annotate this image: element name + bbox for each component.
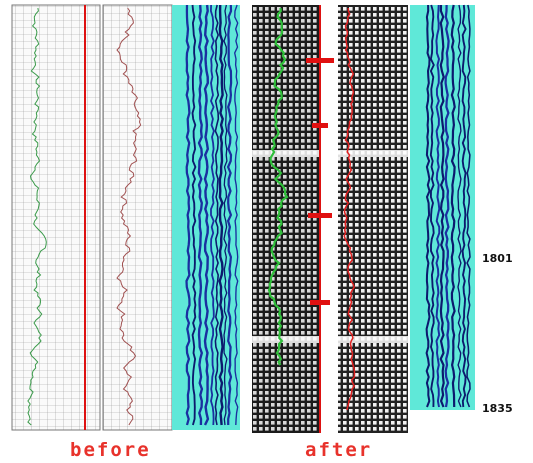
seismic-stripe: [185, 4, 191, 426]
after-track-1: [252, 5, 320, 433]
seismic-stripe: [444, 4, 450, 408]
log-curve: [267, 7, 289, 366]
before-track-2: [102, 4, 173, 431]
after-band: [252, 336, 408, 343]
seismic-stripe: [209, 4, 215, 426]
seismic-stripe: [218, 4, 224, 426]
seismic-stripe: [191, 4, 197, 426]
log-curve: [116, 7, 142, 426]
seismic-stripe: [429, 4, 435, 408]
caption-before: before: [70, 439, 151, 461]
seismic-stripe: [203, 4, 210, 426]
seismic-stripe: [450, 4, 456, 408]
seismic-stripe: [223, 4, 228, 426]
seismic-stripe: [226, 4, 233, 425]
spike: [306, 58, 334, 63]
depth-label: 1801: [482, 252, 513, 265]
caption-after: after: [305, 439, 372, 461]
spike: [310, 300, 330, 305]
after-track-2: [338, 5, 408, 433]
seismic-stripe: [461, 4, 467, 408]
seismic-stripe: [233, 4, 239, 426]
spike: [312, 123, 328, 128]
seismic-stripe: [466, 4, 471, 408]
seismic-stripe: [214, 4, 220, 426]
spike: [308, 213, 332, 218]
before-track-1: [11, 4, 101, 431]
seismic-stripe: [197, 4, 204, 426]
log-curve: [343, 7, 356, 411]
depth-label: 1835: [482, 402, 513, 415]
seismic-stripe: [435, 4, 441, 408]
after-band: [252, 150, 408, 157]
seismic-stripe: [457, 4, 462, 408]
seismic-stripe: [439, 4, 445, 408]
log-curve: [27, 7, 47, 426]
seismic-stripe: [425, 4, 431, 408]
